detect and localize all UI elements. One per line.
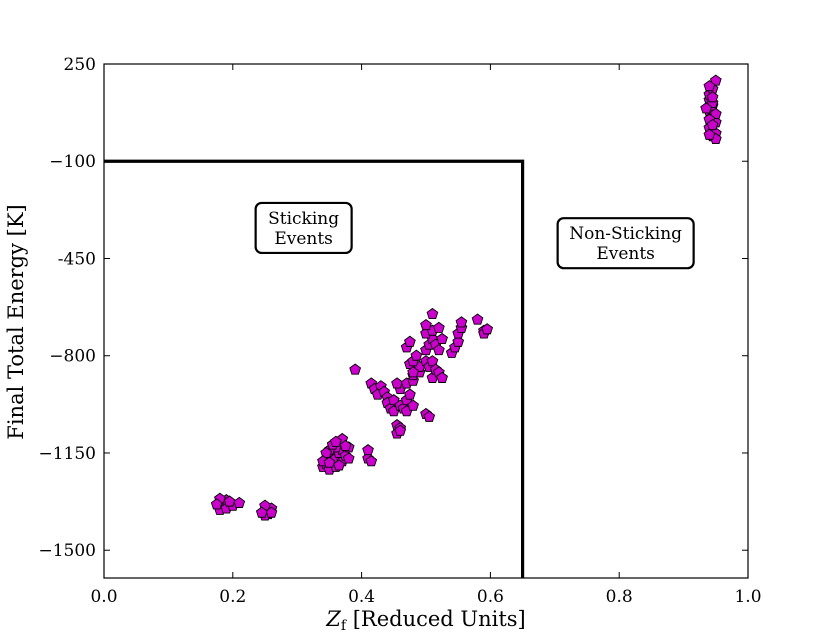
x-tick-label: 0.6	[477, 587, 504, 607]
sticking-annotation-box	[254, 201, 353, 255]
data-point	[426, 307, 439, 320]
axis-ticks: 0.0 0.2 0.4 0.6 0.8 1.0 250 −100 -450 −800 −1150 −1…	[38, 55, 761, 607]
sticking-annotation-line: Sticking	[268, 209, 339, 229]
boundary-polyline	[104, 159, 525, 578]
data-point	[706, 118, 719, 131]
data-point	[339, 439, 352, 452]
data-point	[407, 366, 419, 378]
sticking-annotation-line: Events	[274, 229, 333, 249]
scatter-points	[210, 74, 722, 521]
plot-frame	[103, 63, 749, 579]
x-axis-label: Zf [Reduced Units]	[325, 607, 526, 634]
data-point	[709, 74, 722, 86]
data-point	[436, 371, 448, 383]
x-axis-label-units: [Reduced Units]	[346, 607, 526, 631]
data-point	[481, 323, 494, 335]
data-point	[323, 456, 336, 468]
x-axis-label-subscript: f	[341, 618, 348, 634]
data-point	[391, 377, 403, 389]
data-point	[233, 496, 246, 508]
sticking-boundary-line	[104, 159, 525, 578]
x-tick-label: 0.4	[348, 587, 375, 607]
data-point	[342, 452, 355, 464]
x-axis-label-symbol: Z	[325, 607, 341, 631]
y-tick-label: −800	[49, 347, 96, 367]
data-point	[265, 506, 278, 518]
data-point	[433, 344, 445, 356]
data-point	[255, 506, 268, 518]
x-tick-label: 0.0	[90, 587, 117, 607]
data-point	[362, 444, 374, 456]
data-point	[404, 388, 416, 400]
data-point	[471, 313, 484, 325]
data-point	[394, 424, 407, 436]
data-point	[365, 455, 378, 467]
x-tick-label: 1.0	[734, 587, 761, 607]
data-point	[223, 495, 236, 507]
data-point	[433, 321, 445, 333]
y-axis-label: Final Total Energy [K]	[4, 204, 28, 439]
data-point	[423, 410, 436, 422]
x-tick-label: 0.2	[219, 587, 246, 607]
y-tick-label: -450	[58, 249, 96, 269]
non-sticking-annotation-line: Non-Sticking	[569, 224, 682, 244]
non-sticking-annotation: Non-Sticking Events	[556, 217, 695, 270]
y-tick-label: −1500	[38, 541, 96, 561]
data-point	[703, 80, 716, 92]
data-point	[436, 332, 448, 345]
non-sticking-annotation-line: Events	[596, 244, 655, 264]
x-tick-label: 0.8	[606, 587, 633, 607]
data-point	[333, 459, 345, 471]
data-point	[210, 498, 223, 510]
data-point	[404, 335, 416, 347]
data-point	[703, 128, 716, 140]
data-point	[349, 363, 362, 375]
y-tick-label: −100	[49, 152, 96, 172]
data-point	[706, 91, 719, 103]
data-point	[410, 349, 423, 361]
data-point	[329, 435, 342, 447]
data-point	[407, 399, 419, 411]
data-point	[387, 394, 400, 406]
data-point	[700, 102, 712, 114]
data-point	[452, 335, 465, 347]
y-tick-label: −1150	[38, 444, 96, 464]
data-point	[709, 107, 722, 119]
data-point	[455, 316, 468, 328]
y-tick-label: 250	[64, 55, 96, 75]
non-sticking-annotation-box	[556, 217, 695, 270]
data-point	[420, 319, 432, 331]
